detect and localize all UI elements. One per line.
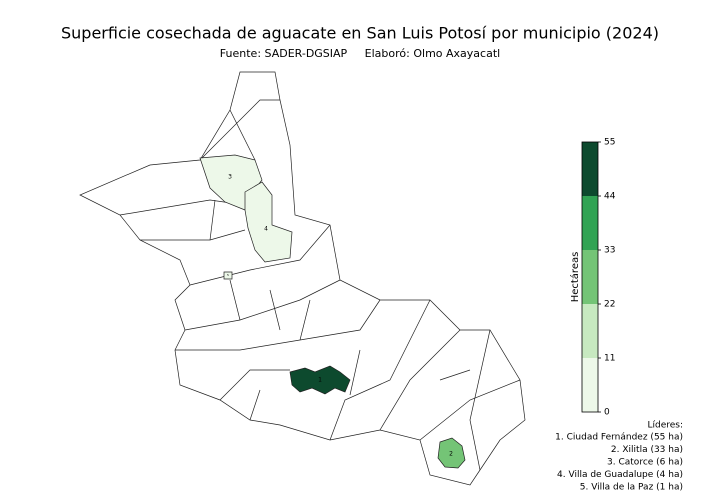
- colorbar-bin: [582, 196, 598, 250]
- legend-title: Líderes:: [647, 421, 683, 431]
- legend-entry: 1. Ciudad Fernández (55 ha): [555, 433, 683, 443]
- colorbar-label: Hectáreas: [569, 252, 581, 303]
- legend-entry: 5. Villa de la Paz (1 ha): [580, 483, 683, 493]
- colorbar-tick-label: 22: [604, 300, 615, 310]
- colorbar-bin: [582, 142, 598, 196]
- colorbar-bin: [582, 250, 598, 304]
- municipal-borders: [119, 99, 521, 471]
- municipality-label: 3: [228, 174, 232, 181]
- municipality-label: 2: [449, 451, 453, 458]
- colorbar-bin: [582, 358, 598, 412]
- municipality: [223, 271, 233, 280]
- municipality-label: 5: [227, 273, 229, 277]
- colorbar-tick-label: 33: [604, 246, 615, 256]
- title: Superficie cosechada de aguacate en San …: [61, 24, 659, 43]
- state-outline: [79, 71, 526, 486]
- legend-entry: 4. Villa de Guadalupe (4 ha): [557, 470, 683, 480]
- colorbar-tick-label: 44: [604, 192, 616, 202]
- colorbar-frame: [581, 141, 599, 413]
- colorbar-tick-label: 0: [604, 408, 610, 418]
- municipality-label: 1: [318, 377, 322, 384]
- municipality: [437, 437, 466, 469]
- legend-entry: 2. Xilitla (33 ha): [611, 445, 683, 455]
- municipality-label: 4: [264, 226, 268, 233]
- colorbar-tick-label: 55: [604, 138, 615, 148]
- municipality: [244, 181, 293, 263]
- subtitle: Fuente: SADER-DGSIAP Elaboró: Olmo Axaya…: [220, 47, 500, 60]
- colorbar-bin: [582, 304, 598, 358]
- colorbar-tick-label: 11: [604, 354, 615, 364]
- legend-entry: 3. Catorce (6 ha): [607, 458, 683, 468]
- municipality: [289, 365, 351, 395]
